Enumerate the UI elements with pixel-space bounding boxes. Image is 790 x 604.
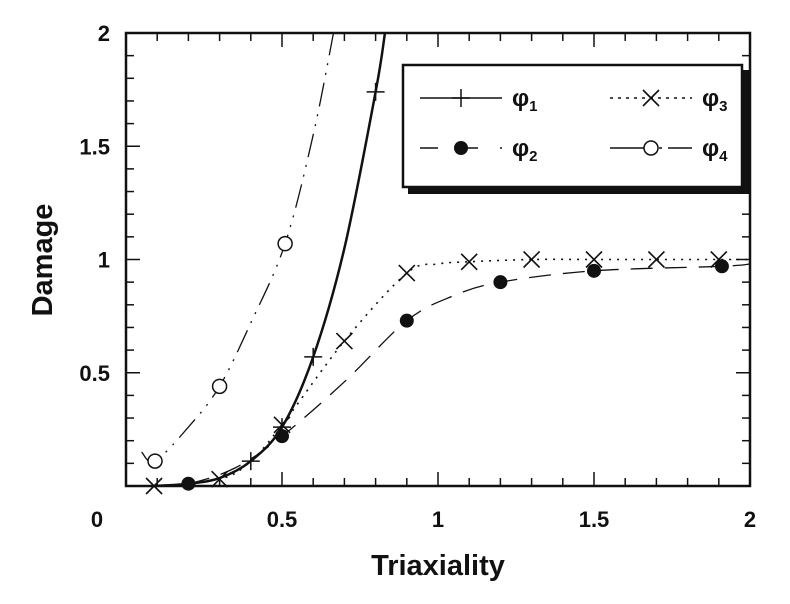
y-tick-label: 1.5 bbox=[79, 134, 110, 159]
tick-labels: 0 0.5 1 1.5 2 0.5 1 1.5 2 bbox=[79, 21, 756, 532]
data-point bbox=[275, 429, 289, 444]
legend-marker bbox=[643, 140, 659, 156]
series-1 bbox=[153, 33, 387, 486]
data-point bbox=[181, 476, 196, 491]
y-tick-label: 1 bbox=[98, 248, 110, 273]
data-point bbox=[211, 378, 228, 395]
data-point bbox=[241, 452, 260, 471]
data-point bbox=[335, 332, 353, 350]
data-point bbox=[398, 264, 416, 282]
data-point bbox=[523, 250, 541, 269]
x-tick-label: 2 bbox=[744, 507, 756, 532]
y-axis-label: Damage bbox=[27, 204, 59, 317]
data-point bbox=[399, 313, 414, 328]
legend-box bbox=[401, 63, 744, 189]
series-layer bbox=[141, 33, 750, 495]
data-point bbox=[714, 259, 729, 274]
legend-marker bbox=[454, 141, 468, 155]
series-2 bbox=[154, 263, 750, 486]
series-4 bbox=[141, 33, 335, 463]
x-tick-label: 1.5 bbox=[579, 507, 610, 532]
data-point bbox=[710, 250, 728, 269]
legend-marker bbox=[642, 89, 660, 107]
series-line bbox=[153, 258, 750, 486]
x-tick-label: 0.5 bbox=[267, 507, 298, 532]
series-line bbox=[141, 33, 335, 463]
x-tick-label: 1 bbox=[432, 507, 444, 532]
y-tick-label: 2 bbox=[98, 21, 110, 46]
data-point bbox=[647, 250, 665, 269]
data-point bbox=[304, 347, 323, 366]
data-point bbox=[587, 263, 601, 278]
data-point bbox=[277, 235, 293, 252]
x-axis-label: Triaxiality bbox=[371, 550, 505, 582]
data-point bbox=[493, 275, 508, 290]
legend-marker bbox=[452, 89, 470, 107]
data-point bbox=[211, 470, 229, 488]
y-tick-label: 0.5 bbox=[79, 361, 110, 386]
data-point bbox=[145, 477, 163, 495]
series-line bbox=[153, 33, 387, 486]
data-point bbox=[366, 82, 385, 101]
series-3 bbox=[153, 258, 750, 486]
data-point bbox=[460, 253, 478, 271]
data-point bbox=[585, 250, 603, 269]
series-line bbox=[154, 263, 750, 486]
x-tick-label: 0 bbox=[91, 507, 103, 532]
data-point bbox=[147, 453, 163, 469]
data-point bbox=[273, 416, 291, 434]
